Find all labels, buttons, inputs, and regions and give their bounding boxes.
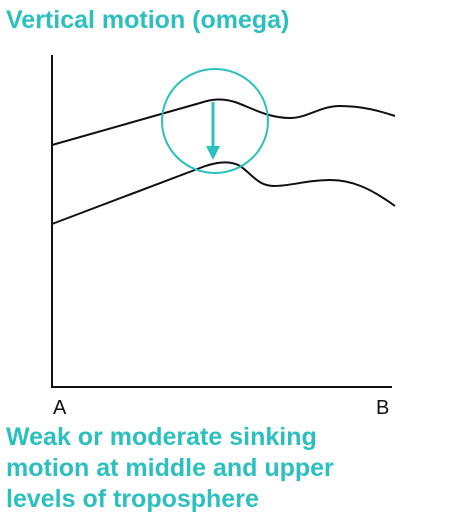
caption-line-2: motion at middle and upper bbox=[6, 454, 334, 482]
point-b-label: B bbox=[376, 397, 389, 419]
down-arrow-icon bbox=[206, 102, 220, 160]
point-a-label: A bbox=[53, 397, 67, 419]
diagram-title: Vertical motion (omega) bbox=[6, 6, 290, 34]
caption-line-1: Weak or moderate sinking bbox=[6, 423, 317, 451]
caption: Weak or moderate sinking motion at middl… bbox=[6, 422, 446, 515]
caption-line-3: levels of troposphere bbox=[6, 485, 259, 513]
sinking-region-circle bbox=[161, 68, 269, 174]
upper-level-line bbox=[51, 98, 396, 146]
lower-level-line bbox=[51, 161, 396, 225]
